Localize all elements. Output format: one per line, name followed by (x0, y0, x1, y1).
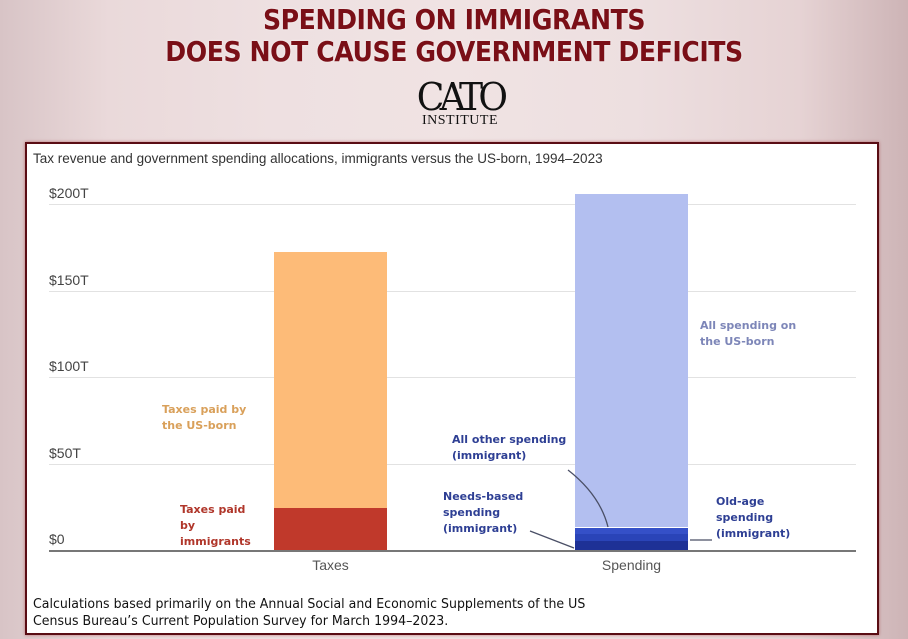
footnote-line-2: Census Bureau’s Current Population Surve… (33, 613, 449, 629)
gridline (49, 377, 856, 378)
annotation-spending-other-immigrant: All other spending (immigrant) (452, 432, 566, 464)
annotation-spending-old-age-line: Old-age (716, 495, 765, 508)
y-tick-label: $100T (49, 358, 89, 374)
headline-line-2: DOES NOT CAUSE GOVERNMENT DEFICITS (165, 35, 743, 68)
gridline (49, 204, 856, 205)
logo-name: CATO (416, 75, 508, 119)
x-axis-baseline (49, 550, 856, 552)
annotation-spending-other-immigrant-line: (immigrant) (452, 449, 527, 462)
chart-title: Tax revenue and government spending allo… (33, 151, 603, 166)
logo-subtitle: INSTITUTE (421, 113, 499, 128)
bar-segment (575, 193, 688, 528)
y-tick-label: $150T (49, 271, 89, 288)
annotation-taxes-us-born: Taxes paid by the US-born (162, 402, 246, 434)
bar-segment (575, 527, 688, 535)
annotation-spending-needs-based-line: Needs-based (443, 490, 524, 503)
x-tick-label: Spending (601, 557, 662, 573)
footnote-line-1: Calculations based primarily on the Annu… (33, 596, 586, 612)
annotation-spending-other-immigrant-line: All other spending (452, 433, 567, 446)
bar-segment (575, 541, 688, 550)
chart-panel (25, 142, 879, 635)
bar-segment (575, 534, 688, 542)
annotation-spending-old-age: Old-age spending (immigrant) (716, 494, 790, 542)
annotation-taxes-immigrants-line: Taxes paid (180, 503, 246, 516)
bar-segment (274, 252, 387, 509)
annotation-spending-needs-based-line: (immigrant) (443, 522, 518, 535)
cato-logo: CATO INSTITUTE (400, 78, 520, 128)
y-tick-label: $0 (49, 531, 65, 547)
headline-line-1: SPENDING ON IMMIGRANTS (262, 3, 646, 36)
y-tick-label: $50T (49, 444, 81, 461)
annotation-taxes-us-born-line: Taxes paid by (162, 403, 247, 416)
annotation-spending-us-born-line: All spending on (700, 319, 797, 332)
annotation-taxes-immigrants-line: immigrants (180, 535, 251, 548)
gridline (49, 463, 856, 465)
footnote: Calculations based primarily on the Annu… (33, 596, 585, 630)
bar-segment (274, 508, 387, 550)
annotation-spending-old-age-line: (immigrant) (716, 527, 791, 540)
y-tick-label: $200T (49, 185, 89, 201)
annotation-taxes-immigrants: Taxes paid by immigrants (180, 502, 251, 550)
annotation-spending-needs-based: Needs-based spending (immigrant) (443, 489, 523, 537)
x-tick-label: Taxes (312, 557, 349, 573)
annotation-taxes-us-born-line: the US-born (162, 419, 237, 432)
gridline (49, 290, 856, 292)
annotation-spending-needs-based-line: spending (443, 506, 501, 519)
annotation-spending-us-born-line: the US-born (700, 335, 775, 348)
annotation-spending-old-age-line: spending (716, 511, 774, 524)
annotation-spending-us-born: All spending on the US-born (700, 318, 796, 350)
annotation-taxes-immigrants-line: by (180, 519, 196, 532)
